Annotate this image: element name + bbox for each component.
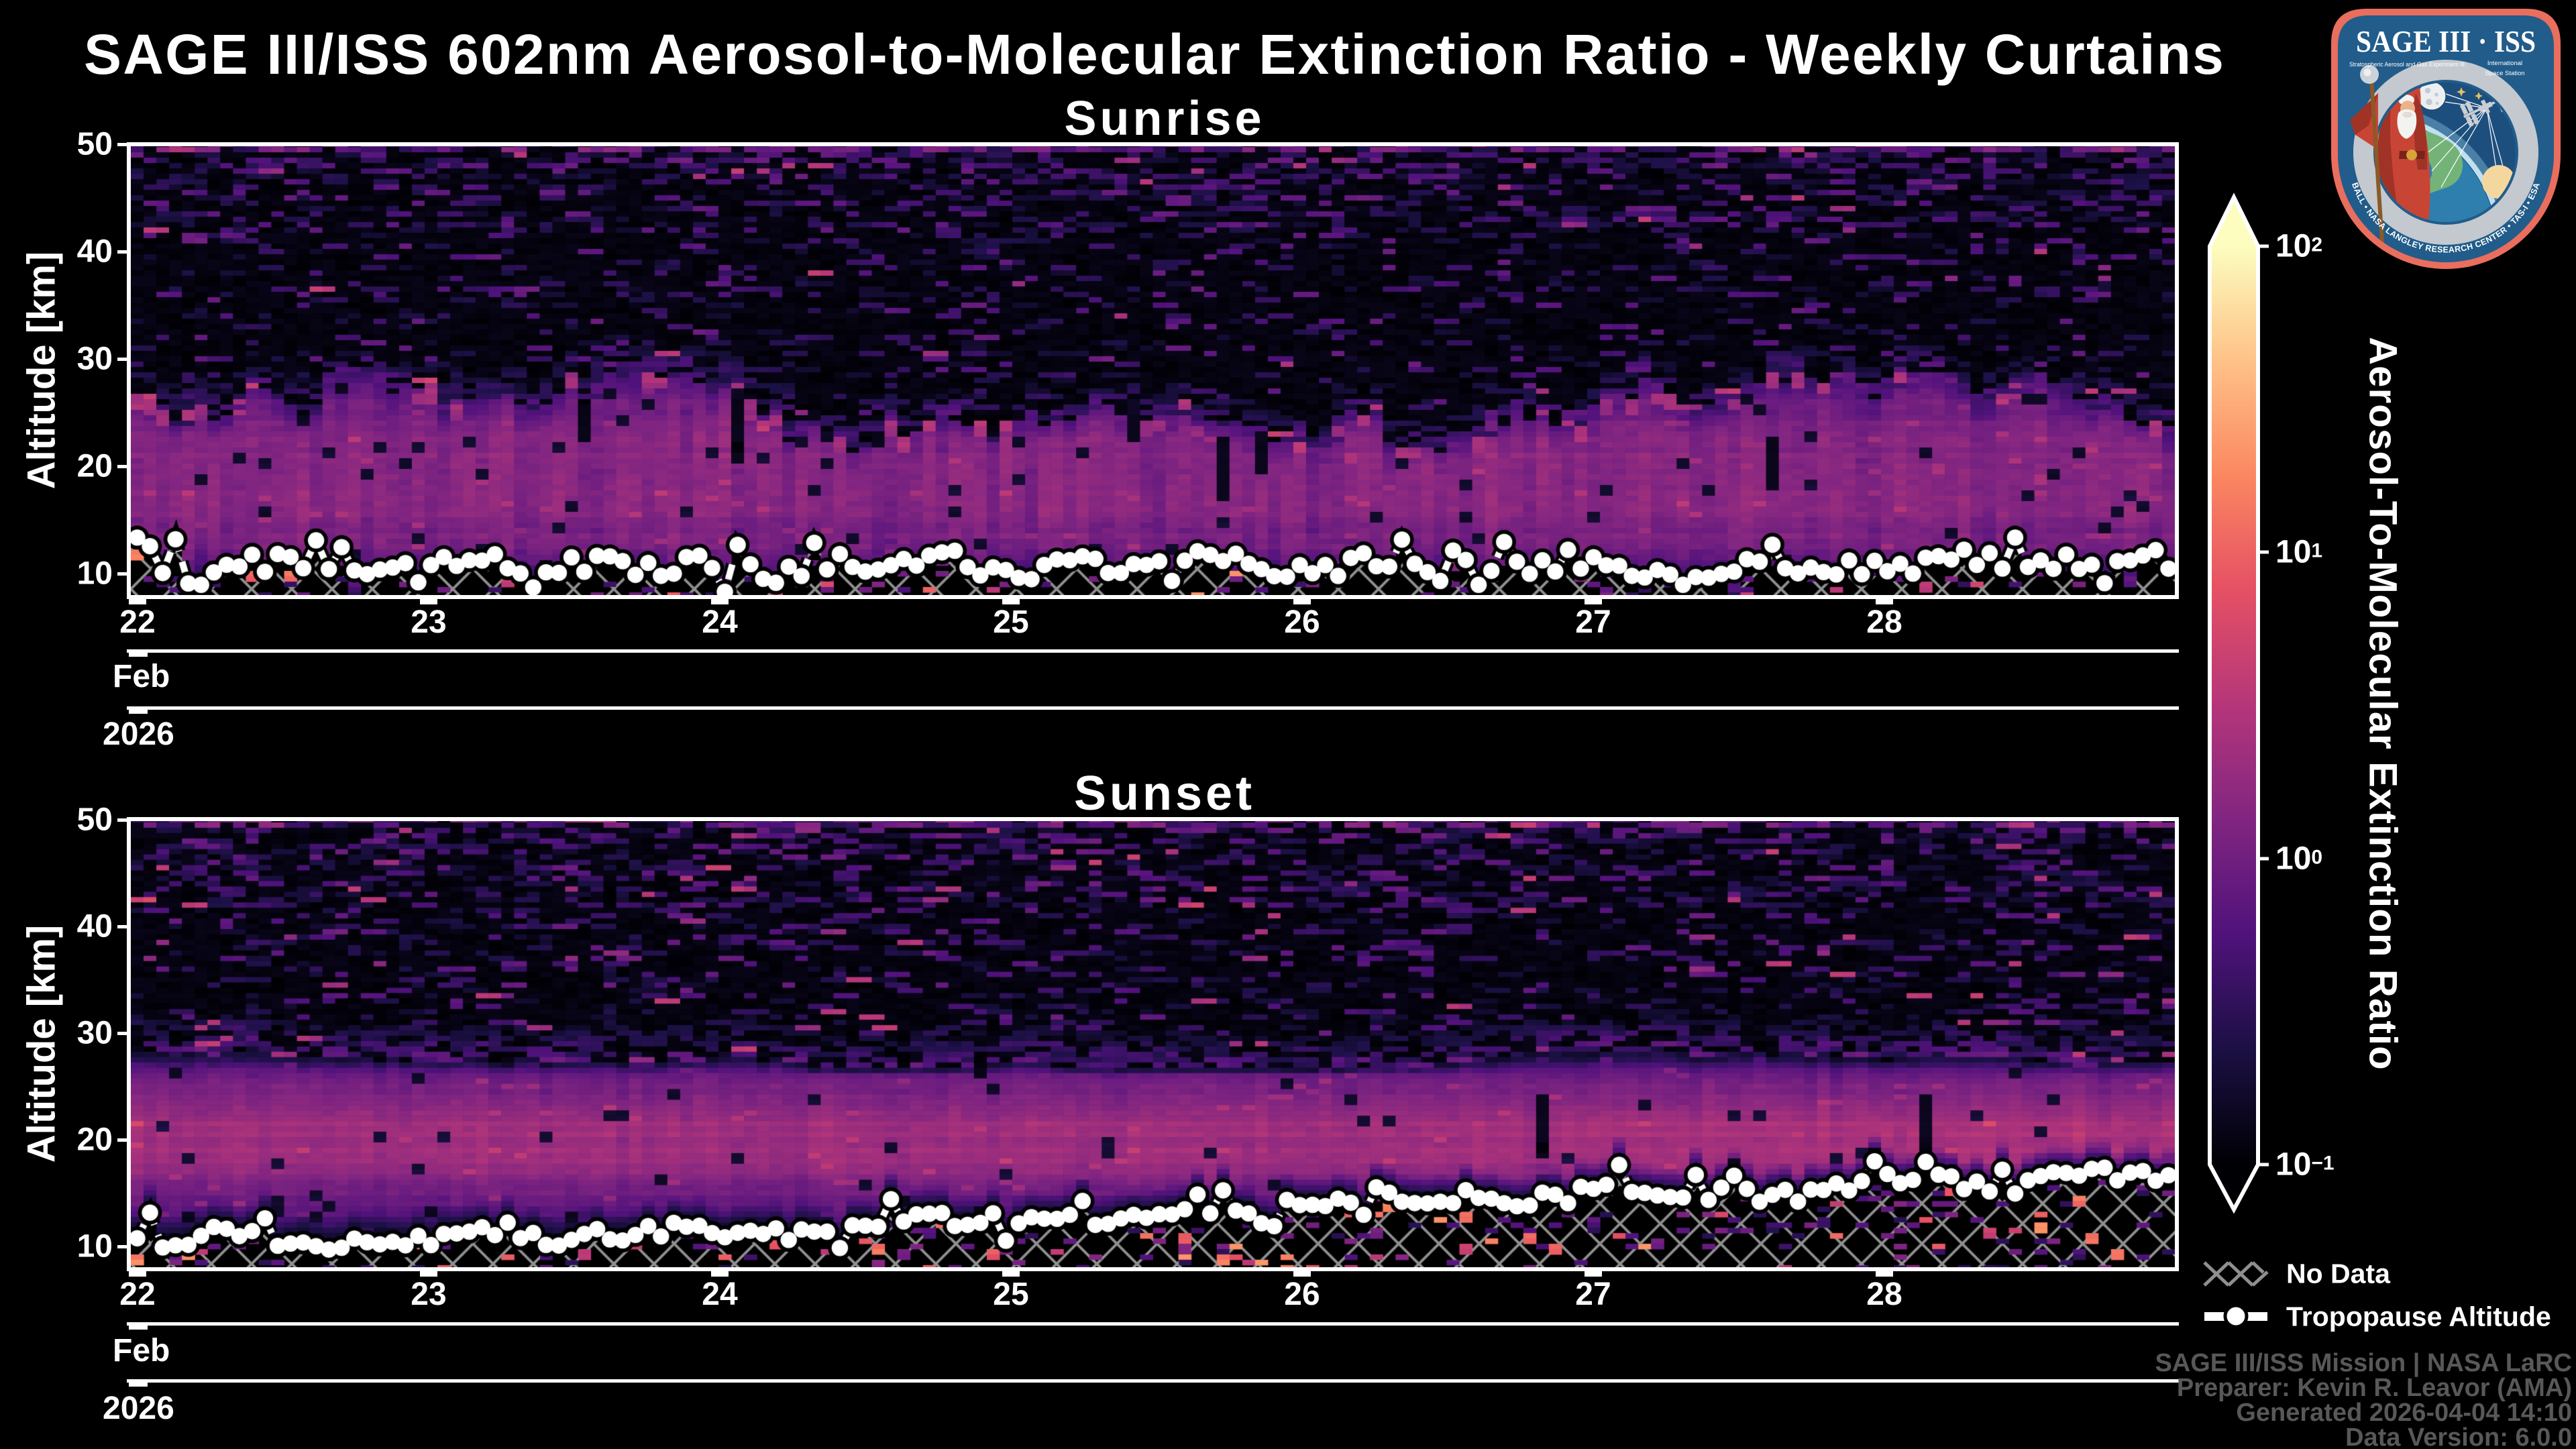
svg-text:International: International: [2487, 60, 2522, 67]
svg-text:Space Station: Space Station: [2485, 70, 2524, 77]
svg-text:Stratospheric Aerosol and Gas: Stratospheric Aerosol and Gas Experiment…: [2349, 61, 2465, 68]
svg-text:SAGE III · ISS: SAGE III · ISS: [2356, 24, 2536, 58]
